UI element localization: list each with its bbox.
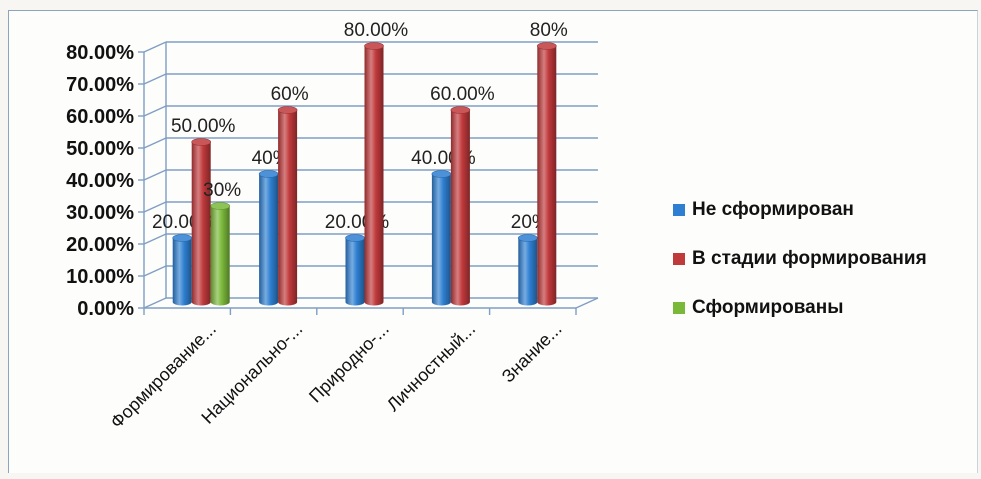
y-tick-label: 80.00%: [66, 42, 134, 64]
gridline-side: [143, 41, 167, 53]
data-label: 50.00%: [171, 116, 236, 137]
bar: [450, 110, 470, 306]
data-label: 60.00%: [430, 84, 495, 105]
y-tick-label: 10.00%: [66, 266, 134, 288]
category-label: Личностный...: [383, 319, 479, 415]
chart-frame: 0.00% 10.00% 20.00% 30.00% 40.00% 50.00% 60.00…: [8, 10, 978, 473]
bar-top: [210, 202, 230, 210]
bar: [364, 46, 384, 306]
bar-chart: 0.00% 10.00% 20.00% 30.00% 40.00% 50.00% 60.00…: [66, 20, 599, 432]
bar: [345, 238, 365, 306]
y-tick-label: 0.00%: [77, 298, 134, 320]
data-label: 30%: [203, 180, 241, 201]
data-label: 80.00%: [344, 20, 409, 41]
data-label: 80%: [530, 20, 568, 41]
data-label: 60%: [271, 84, 309, 105]
gridline-side: [143, 73, 167, 85]
y-tick-label: 70.00%: [66, 74, 134, 96]
legend-item: В стадии формирования: [673, 246, 927, 271]
bar-top: [277, 106, 298, 114]
y-tick-label: 60.00%: [66, 106, 134, 128]
bar: [278, 110, 298, 306]
legend-item: Сформированы: [673, 295, 927, 320]
legend-swatch: [673, 301, 685, 314]
gridline-side: [143, 169, 167, 181]
floor-edge: [575, 297, 599, 309]
y-tick-label: 30.00%: [66, 202, 134, 224]
bar-top: [258, 170, 279, 178]
y-tick-label: 50.00%: [66, 138, 134, 160]
bar: [191, 142, 211, 306]
gridline-side: [143, 137, 167, 149]
bar-top: [517, 234, 538, 242]
bar: [210, 206, 230, 306]
bar: [172, 238, 192, 306]
category-label: Природно-...: [305, 319, 393, 407]
gridline-side: [143, 265, 167, 277]
legend-item: Не сформирован: [673, 197, 927, 222]
bar-top: [450, 106, 471, 114]
legend-label: Не сформирован: [692, 198, 854, 220]
bar-top: [364, 42, 384, 50]
y-tick-label: 40.00%: [66, 170, 134, 192]
gridline-side: [143, 105, 167, 117]
legend-label: Сформированы: [692, 296, 844, 318]
legend-label: В стадии формирования: [692, 247, 927, 269]
bar: [537, 46, 557, 306]
legend-swatch: [673, 203, 685, 216]
legend: Не сформирован В стадии формирования Сформ…: [673, 197, 927, 344]
gridline-side: [143, 201, 167, 213]
y-tick-label: 20.00%: [66, 234, 134, 256]
bar-top: [345, 234, 365, 242]
gridline-side: [143, 297, 167, 309]
category-label: Знание...: [498, 319, 566, 387]
bar-top: [431, 170, 452, 178]
bar: [259, 174, 279, 306]
bar-top: [172, 234, 192, 242]
bar: [431, 174, 451, 306]
legend-swatch: [673, 252, 685, 265]
bar-top: [536, 42, 557, 50]
gridline-side: [143, 233, 167, 245]
bar-top: [191, 138, 211, 146]
bar: [518, 238, 538, 306]
